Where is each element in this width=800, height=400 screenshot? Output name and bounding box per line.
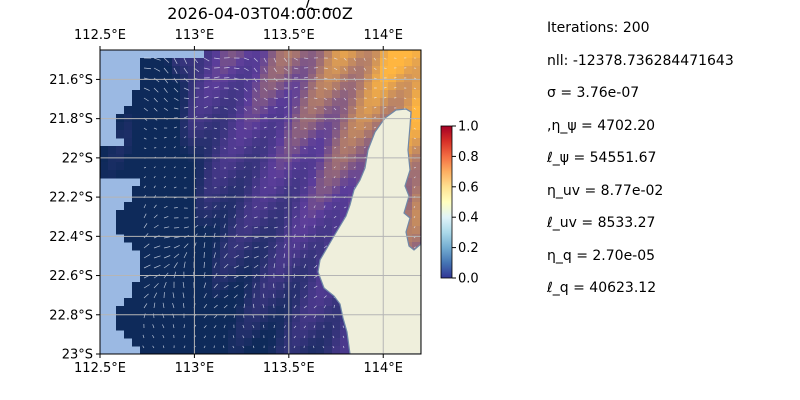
- colorbar-tick-label: 0.4: [458, 211, 479, 226]
- param-nll: nll: -12378.736284471643: [547, 52, 734, 69]
- gridlines: [100, 50, 421, 354]
- y-tick-label: 22°S: [62, 151, 93, 166]
- param-ell-psi: ℓ_ψ = 54551.67: [547, 150, 657, 166]
- x-axis-bottom: 112.5°E 113°E 113.5°E 114°E: [74, 354, 403, 376]
- colorbar-tick-label: 0.2: [458, 241, 479, 256]
- map-area: [99, 49, 422, 355]
- x-tick-label-bottom: 112.5°E: [74, 361, 126, 376]
- colorbar-tick-label: 0.0: [458, 272, 479, 287]
- colorbar-ticks: 0.0 0.2 0.4 0.6 0.8 1.0: [452, 120, 479, 287]
- x-tick-label-top: 113°E: [175, 28, 215, 43]
- param-ell-uv: ℓ_uv = 8533.27: [547, 215, 656, 231]
- y-tick-label: 22.4°S: [49, 230, 93, 245]
- land-mass: [317, 50, 421, 354]
- param-eta-psi: ,η_ψ = 4702.20: [547, 117, 656, 134]
- title-fragment: _/_ _: [297, 0, 333, 11]
- colorbar-gradient: [440, 125, 453, 279]
- colorbar-tick-label: 0.8: [458, 150, 479, 165]
- x-tick-label-top: 114°E: [363, 28, 403, 43]
- plot-title: 2026-04-03T04:00:00Z: [167, 4, 353, 23]
- colorbar: 0.0 0.2 0.4 0.6 0.8 1.0: [440, 120, 479, 287]
- x-tick-label-bottom: 113°E: [175, 361, 215, 376]
- param-iterations: Iterations: 200: [547, 20, 650, 36]
- parameter-panel: Iterations: 200 nll: -12378.736284471643…: [547, 18, 797, 311]
- x-tick-label-bottom: 114°E: [363, 361, 403, 376]
- map-frame: [99, 49, 422, 355]
- param-sigma: σ = 3.76e-07: [547, 85, 640, 101]
- y-tick-label: 21.6°S: [49, 73, 93, 88]
- y-axis-left: 21.6°S 21.8°S 22°S 22.2°S 22.4°S 22.6°S 22.8°S…: [49, 73, 100, 363]
- x-tick-label-bottom: 113.5°E: [263, 361, 315, 376]
- y-tick-label: 21.8°S: [49, 112, 93, 127]
- colorbar-tick-label: 0.6: [458, 180, 479, 195]
- y-tick-label: 22.6°S: [49, 269, 93, 284]
- x-axis-top: 112.5°E 113°E 113.5°E 114°E: [74, 28, 403, 50]
- param-ell-q: ℓ_q = 40623.12: [547, 280, 657, 296]
- param-eta-q: η_q = 2.70e-05: [547, 247, 656, 264]
- colorbar-tick-label: 1.0: [458, 120, 479, 135]
- y-tick-label: 23°S: [62, 348, 93, 363]
- y-tick-label: 22.2°S: [49, 191, 93, 206]
- x-tick-label-top: 112.5°E: [74, 28, 126, 43]
- x-tick-label-top: 113.5°E: [263, 28, 315, 43]
- y-tick-label: 22.8°S: [49, 308, 93, 323]
- param-eta-uv: η_uv = 8.77e-02: [547, 182, 664, 199]
